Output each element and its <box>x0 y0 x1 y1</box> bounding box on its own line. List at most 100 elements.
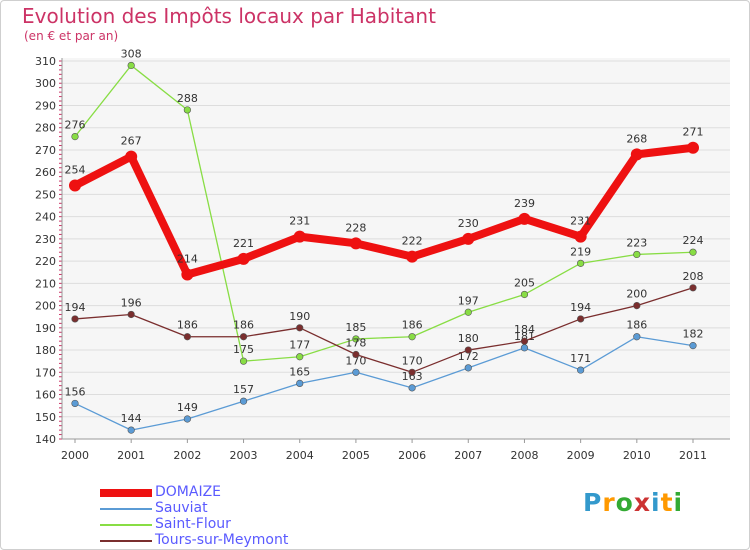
data-label-saint-flour: 223 <box>626 236 647 249</box>
data-label-tours-sur-meymont: 194 <box>570 301 591 314</box>
data-point-sauviat <box>633 333 641 341</box>
data-point-saint-flour <box>239 357 248 365</box>
data-point-saint-flour <box>127 61 135 70</box>
logo-letter: i <box>651 488 661 517</box>
data-point-domaize <box>349 237 362 250</box>
x-tick-label: 2000 <box>61 449 89 462</box>
data-label-sauviat: 186 <box>626 319 647 332</box>
y-tick-label: 290 <box>35 99 56 112</box>
data-point-saint-flour <box>183 106 191 114</box>
data-point-saint-flour <box>633 250 641 259</box>
legend-swatch <box>100 540 152 542</box>
data-point-tours-sur-meymont <box>183 333 191 341</box>
data-label-domaize: 268 <box>626 132 647 145</box>
data-label-saint-flour: 185 <box>345 321 366 334</box>
data-point-tours-sur-meymont <box>577 315 585 323</box>
data-label-sauviat: 170 <box>345 354 366 367</box>
y-tick-label: 200 <box>35 300 56 313</box>
y-tick-label: 190 <box>35 322 56 335</box>
data-label-sauviat: 156 <box>65 385 86 398</box>
data-point-tours-sur-meymont <box>127 310 135 319</box>
data-label-saint-flour: 224 <box>683 234 704 247</box>
x-tick-label: 2009 <box>567 449 595 462</box>
y-tick-label: 180 <box>35 344 56 357</box>
data-point-tours-sur-meymont <box>464 346 472 354</box>
series-line-sauviat <box>74 336 694 431</box>
x-tick-label: 2002 <box>173 449 201 462</box>
data-point-domaize <box>406 250 419 263</box>
logo-letter: i <box>673 488 684 517</box>
data-point-saint-flour <box>464 308 472 316</box>
data-label-sauviat: 182 <box>683 328 704 341</box>
data-label-saint-flour: 197 <box>458 294 479 307</box>
data-point-sauviat <box>577 366 585 374</box>
data-point-sauviat <box>352 368 360 376</box>
data-point-tours-sur-meymont <box>520 337 529 345</box>
series-line-tours-sur-meymont <box>74 287 694 373</box>
y-tick-label: 150 <box>35 411 56 424</box>
x-tick-label: 2001 <box>117 449 145 462</box>
data-point-domaize <box>518 212 531 225</box>
x-tick-label: 2010 <box>623 449 651 462</box>
data-point-saint-flour <box>71 133 79 141</box>
data-point-domaize <box>69 179 81 192</box>
data-label-sauviat: 149 <box>177 401 198 414</box>
legend-swatch <box>100 508 152 510</box>
logo-letter: r <box>602 488 616 517</box>
data-label-saint-flour: 175 <box>233 343 254 356</box>
data-label-domaize: 239 <box>514 197 535 210</box>
data-point-tours-sur-meymont <box>352 350 360 359</box>
logo-letter: P <box>583 488 603 517</box>
data-point-domaize <box>687 141 699 154</box>
data-label-saint-flour: 288 <box>177 92 198 105</box>
legend-swatch <box>100 489 152 497</box>
data-label-saint-flour: 308 <box>121 47 142 60</box>
data-label-tours-sur-meymont: 184 <box>514 323 535 336</box>
y-tick-label: 210 <box>35 277 56 290</box>
data-label-tours-sur-meymont: 208 <box>683 270 704 283</box>
y-tick-label: 270 <box>35 144 56 157</box>
data-label-tours-sur-meymont: 186 <box>177 319 198 332</box>
y-tick-label: 170 <box>35 366 56 379</box>
data-label-sauviat: 172 <box>458 350 479 363</box>
data-point-sauviat <box>239 397 248 405</box>
data-label-domaize: 267 <box>121 135 142 148</box>
data-label-domaize: 214 <box>177 252 198 265</box>
data-point-saint-flour <box>577 259 585 267</box>
x-tick-label: 2005 <box>342 449 370 462</box>
legend-swatch <box>100 524 152 526</box>
data-label-saint-flour: 186 <box>402 319 423 332</box>
y-tick-label: 230 <box>35 233 56 246</box>
data-label-saint-flour: 177 <box>289 339 310 352</box>
proxiti-logo: Proxiti <box>583 488 683 517</box>
data-label-sauviat: 144 <box>121 412 142 425</box>
data-point-saint-flour <box>408 333 416 341</box>
legend-label: Saint-Flour <box>155 516 231 532</box>
x-tick-label: 2006 <box>398 449 426 462</box>
data-point-tours-sur-meymont <box>408 368 416 376</box>
data-label-tours-sur-meymont: 194 <box>65 301 86 314</box>
x-tick-label: 2011 <box>679 449 707 462</box>
series-line-saint-flour <box>74 64 694 362</box>
data-point-saint-flour <box>689 248 697 256</box>
data-point-sauviat <box>689 342 697 350</box>
series-line-domaize <box>71 143 697 279</box>
data-label-tours-sur-meymont: 196 <box>121 296 142 309</box>
data-point-domaize <box>462 232 475 245</box>
logo-letter: o <box>615 488 634 517</box>
data-label-sauviat: 165 <box>289 365 310 378</box>
data-point-sauviat <box>127 426 135 434</box>
logo-letter: x <box>633 488 651 517</box>
data-point-tours-sur-meymont <box>239 333 248 341</box>
y-tick-label: 260 <box>35 166 56 179</box>
data-point-domaize <box>574 230 587 243</box>
x-tick-label: 2008 <box>510 449 538 462</box>
y-tick-label: 160 <box>35 389 56 402</box>
chart-title: Evolution des Impôts locaux par Habitant <box>22 4 436 28</box>
data-label-saint-flour: 276 <box>65 119 86 132</box>
data-point-domaize <box>125 150 138 163</box>
y-tick-label: 250 <box>35 188 56 201</box>
data-point-saint-flour <box>296 353 304 361</box>
y-tick-label: 140 <box>35 433 56 446</box>
